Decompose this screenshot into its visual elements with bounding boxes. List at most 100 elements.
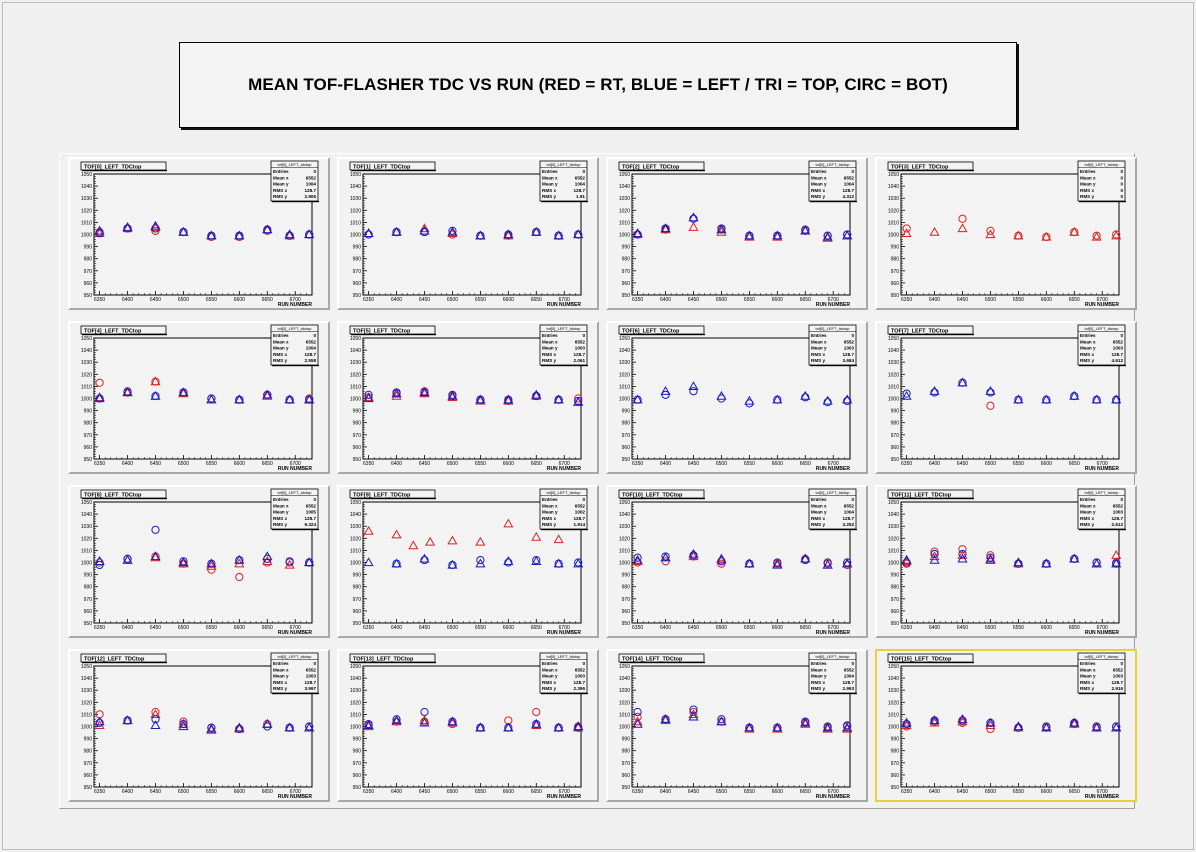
x-tick-label: 6500 [178,461,189,467]
plot-pad-0[interactable]: 950 960 970 980 990 1000 1010 1020 1030 1040 1050 6… [68,157,330,310]
y-tick-label: 1050 [888,500,899,506]
stats-header: tof[0]_LEFT_tdctop [277,490,312,495]
y-tick-label: 1050 [81,336,92,342]
stats-label: Mean x [542,175,558,180]
y-tick-label: 1030 [619,524,630,530]
y-tick-label: 980 [622,749,631,755]
plot-pad-2[interactable]: 950 960 970 980 990 1000 1010 1020 1030 1040 1050 6… [606,157,868,310]
x-tick-label: 6650 [262,297,273,303]
marker-blue-circle [151,224,160,233]
stats-value: 1002 [575,510,586,515]
marker-blue-circle [179,227,188,237]
marker-blue-circle [801,225,810,234]
x-axis-label: RUN NUMBER [547,466,582,472]
y-tick-label: 950 [84,785,93,791]
x-tick-label: 6350 [94,789,105,795]
stats-value: 0 [1120,497,1123,502]
marker-blue-circle [504,558,513,567]
x-axis-label: RUN NUMBER [278,794,313,800]
marker-blue-circle [930,716,939,725]
panel-title-box: TOF[9]_LEFT_TDCtop [349,489,436,500]
marker-red-triangle [150,709,161,719]
plot-pad-1[interactable]: 950 960 970 980 990 1000 1010 1020 1030 1040 1050 6… [337,157,599,310]
marker-blue-circle [745,231,754,240]
stats-header: tof[0]_LEFT_tdctop [546,162,581,167]
panel-title-shadow [82,498,167,500]
plot-pad-10[interactable]: 950 960 970 980 990 1000 1010 1020 1030 1040 1050 6… [606,485,868,638]
plot-pad-12[interactable]: 950 960 970 980 990 1000 1010 1020 1030 1040 1050 6… [68,649,330,802]
stats-box: tof[0]_LEFT_tdctop Entries 0 Mean x 6552 Mean… [270,160,319,203]
marker-blue-circle [123,388,132,397]
panel-title-box: TOF[12]_LEFT_TDCtop [80,653,167,664]
x-axis-label: RUN NUMBER [278,630,313,636]
plot-pad-4[interactable]: 950 960 970 980 990 1000 1010 1020 1030 1040 1050 6… [68,321,330,474]
y-tick-label: 1030 [350,196,361,202]
y-tick-label: 1010 [619,712,630,718]
marker-blue-triangle [1041,722,1052,732]
stats-header: tof[0]_LEFT_tdctop [277,326,312,331]
stats-label: Mean x [1080,667,1096,672]
stats-value: 128.7 [843,680,855,685]
stats-label: RMS y [1080,358,1094,363]
marker-blue-circle [448,390,457,399]
y-tick-label: 980 [353,585,362,591]
y-tick-label: 970 [622,761,631,767]
marker-blue-triangle [632,554,643,564]
stats-value: 1004 [575,182,586,187]
x-tick-label: 6450 [150,297,161,303]
marker-blue-circle [448,717,457,726]
panel-title-box: TOF[10]_LEFT_TDCtop [618,489,705,500]
plot-pad-11[interactable]: 950 960 970 980 990 1000 1010 1020 1030 1040 1050 6… [875,485,1137,638]
marker-red-circle [1112,230,1121,239]
marker-blue-circle [476,231,485,240]
y-tick-label: 970 [353,269,362,275]
marker-blue-circle [123,716,132,725]
marker-blue-circle [207,559,216,568]
y-tick-label: 1050 [619,664,630,670]
scatter-plot-6: 950 960 970 980 990 1000 1010 1020 1030 1040 1050 6… [618,324,857,472]
x-tick-label: 6650 [262,789,273,795]
plot-pad-9[interactable]: 950 960 970 980 990 1000 1010 1020 1030 1040 1050 6… [337,485,599,638]
y-tick-label: 1010 [888,384,899,390]
marker-red-triangle [419,388,430,398]
plot-pad-7[interactable]: 950 960 970 980 990 1000 1010 1020 1030 1040 1050 6… [875,321,1137,474]
plot-pad-3[interactable]: 950 960 970 980 990 1000 1010 1020 1030 1040 1050 6… [875,157,1137,310]
plot-pad-14[interactable]: 950 960 970 980 990 1000 1010 1020 1030 1040 1050 6… [606,649,868,802]
stats-value: 2.916 [1112,686,1124,691]
plot-pad-5[interactable]: 950 960 970 980 990 1000 1010 1020 1030 1040 1050 6… [337,321,599,474]
y-tick-label: 1010 [350,384,361,390]
stats-value: 0 [313,661,316,666]
marker-red-triangle [447,535,458,545]
y-tick-label: 970 [891,761,900,767]
stats-value: 128.7 [305,680,317,685]
plot-pad-6[interactable]: 950 960 970 980 990 1000 1010 1020 1030 1040 1050 6… [606,321,868,474]
x-tick-label: 6700 [828,625,839,631]
x-tick-label: 6400 [660,625,671,631]
marker-blue-circle [930,549,939,559]
stats-value: 6552 [844,339,855,344]
marker-blue-triangle [842,230,853,240]
marker-blue-triangle [573,558,584,568]
y-tick-label: 990 [891,245,900,251]
y-tick-label: 1050 [619,172,630,178]
marker-blue-circle [392,388,401,397]
plot-pad-13[interactable]: 950 960 970 980 990 1000 1010 1020 1030 1040 1050 6… [337,649,599,802]
x-tick-label: 6350 [632,789,643,795]
plot-pad-15[interactable]: 950 960 970 980 990 1000 1010 1020 1030 1040 1050 6… [875,649,1137,802]
marker-blue-triangle [800,225,811,235]
marker-red-triangle [531,720,542,729]
panel-title: TOF[1]_LEFT_TDCtop [353,165,411,171]
y-tick-label: 1050 [888,336,899,342]
marker-blue-circle [420,555,429,565]
x-tick-label: 6600 [1041,297,1052,303]
stats-value: 1004 [844,674,855,679]
marker-blue-circle [801,555,810,565]
marker-blue-triangle [957,714,968,723]
x-tick-label: 6700 [828,297,839,303]
stats-label: Entries [811,661,827,666]
scatter-plot-10: 950 960 970 980 990 1000 1010 1020 1030 1040 1050 6… [618,488,857,636]
plot-pad-8[interactable]: 950 960 970 980 990 1000 1010 1020 1030 1040 1050 6… [68,485,330,638]
x-tick-label: 6450 [419,789,430,795]
marker-blue-circle [661,715,670,724]
y-tick-label: 1000 [350,233,361,239]
